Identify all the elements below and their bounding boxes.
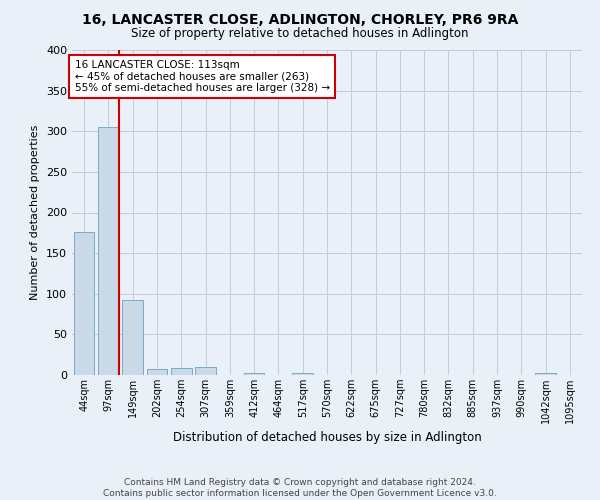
Bar xyxy=(146,368,167,375)
Bar xyxy=(244,372,265,375)
Y-axis label: Number of detached properties: Number of detached properties xyxy=(31,125,40,300)
Text: Size of property relative to detached houses in Adlington: Size of property relative to detached ho… xyxy=(131,28,469,40)
Bar xyxy=(171,368,191,375)
Text: Contains HM Land Registry data © Crown copyright and database right 2024.
Contai: Contains HM Land Registry data © Crown c… xyxy=(103,478,497,498)
Bar xyxy=(292,372,313,375)
Text: 16 LANCASTER CLOSE: 113sqm
← 45% of detached houses are smaller (263)
55% of sem: 16 LANCASTER CLOSE: 113sqm ← 45% of deta… xyxy=(74,60,329,93)
Text: 16, LANCASTER CLOSE, ADLINGTON, CHORLEY, PR6 9RA: 16, LANCASTER CLOSE, ADLINGTON, CHORLEY,… xyxy=(82,12,518,26)
X-axis label: Distribution of detached houses by size in Adlington: Distribution of detached houses by size … xyxy=(173,432,481,444)
Bar xyxy=(122,300,143,375)
Bar xyxy=(195,367,216,375)
Bar xyxy=(98,127,119,375)
Bar xyxy=(535,372,556,375)
Bar xyxy=(74,232,94,375)
